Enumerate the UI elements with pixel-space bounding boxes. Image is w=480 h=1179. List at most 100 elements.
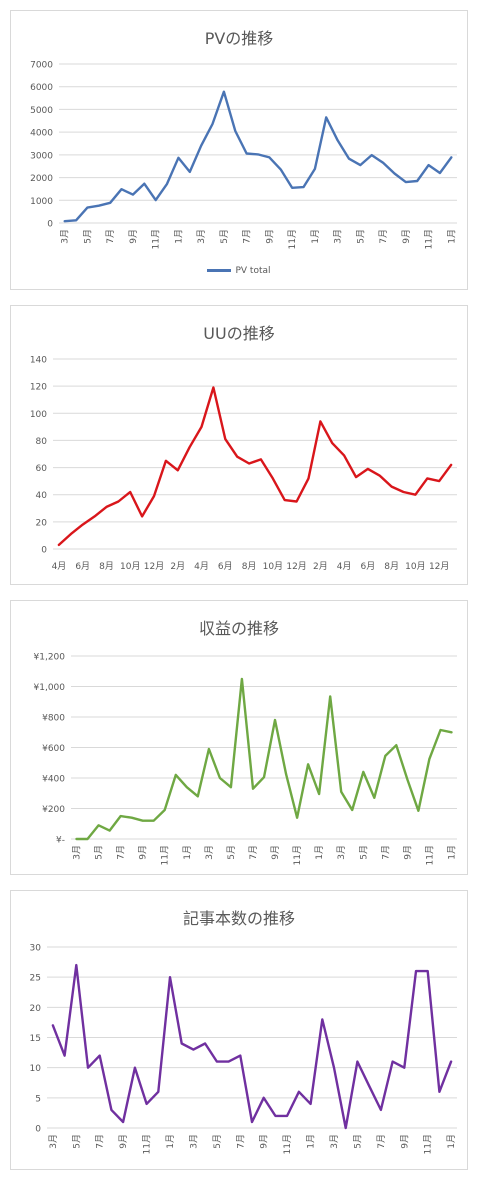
chart-title: PVの推移 <box>204 29 274 48</box>
x-tick-label: 7月 <box>95 1134 106 1149</box>
x-tick-label: 9月 <box>259 1134 270 1149</box>
x-tick-label: 11月 <box>292 845 303 865</box>
x-tick-label: 7月 <box>235 1134 246 1149</box>
series-line <box>63 90 453 223</box>
x-tick-label: 4月 <box>194 561 209 572</box>
x-tick-label: 9月 <box>264 229 275 244</box>
x-tick-label: 9月 <box>270 845 281 860</box>
x-tick-label: 11月 <box>142 1134 153 1154</box>
x-tick-label: 5月 <box>355 229 366 244</box>
y-tick-label: 20 <box>30 1004 42 1014</box>
y-tick-label: 140 <box>30 356 47 366</box>
x-tick-label: 7月 <box>380 845 391 860</box>
x-tick-label: 8月 <box>99 561 114 572</box>
x-tick-label: 1月 <box>310 229 321 244</box>
x-tick-label: 9月 <box>118 1134 129 1149</box>
chart-title: 収益の推移 <box>198 619 279 638</box>
y-tick-label: 30 <box>30 944 42 954</box>
x-tick-label: 1月 <box>446 229 457 244</box>
x-tick-label: 7月 <box>242 229 253 244</box>
x-tick-label: 9月 <box>402 845 413 860</box>
y-tick-label: ¥1,200 <box>34 653 66 663</box>
x-tick-label: 1月 <box>173 229 184 244</box>
x-tick-label: 3月 <box>72 845 83 860</box>
x-tick-label: 10月 <box>263 561 283 572</box>
x-tick-label: 11月 <box>287 229 298 249</box>
x-tick-label: 1月 <box>165 1134 176 1149</box>
y-tick-label: 4000 <box>30 129 53 139</box>
y-tick-label: 1000 <box>30 197 53 207</box>
x-tick-label: 5月 <box>219 229 230 244</box>
x-tick-label: 5月 <box>358 845 369 860</box>
y-tick-label: 0 <box>35 1125 41 1135</box>
pv-chart-panel: PVの推移 0 1000 2000 3000 4000 5000 6000 7000 3月 5月 7… <box>10 10 468 290</box>
y-tick-label: ¥200 <box>42 805 65 815</box>
y-tick-label: 120 <box>30 383 47 393</box>
y-tick-label: 80 <box>36 437 48 447</box>
x-tick-label: 7月 <box>248 845 259 860</box>
articles-chart-panel: 記事本数の推移 0 5 10 15 20 25 30 3月 5月 7月 9月 11月 1月 3月 5月 7月 9… <box>10 890 468 1170</box>
x-tick-label: 9月 <box>128 229 139 244</box>
y-tick-label: ¥- <box>56 836 65 846</box>
y-tick-label: 3000 <box>30 151 53 161</box>
x-tick-label: 10月 <box>405 561 425 572</box>
x-tick-label: 1月 <box>446 845 457 860</box>
x-tick-label: 3月 <box>329 1134 340 1149</box>
pv-chart: 0 1000 2000 3000 4000 5000 6000 7000 3月 5月 7月 9月 11月… <box>30 61 457 250</box>
x-tick-label: 9月 <box>401 229 412 244</box>
x-tick-label: 3月 <box>188 1134 199 1149</box>
x-tick-label: 3月 <box>196 229 207 244</box>
x-tick-label: 7月 <box>116 845 127 860</box>
x-tick-label: 2月 <box>170 561 185 572</box>
y-tick-label: 7000 <box>30 61 53 71</box>
x-tick-label: 7月 <box>105 229 116 244</box>
x-tick-label: 3月 <box>336 845 347 860</box>
x-tick-label: 2月 <box>313 561 328 572</box>
x-tick-label: 1月 <box>314 845 325 860</box>
y-tick-label: 5 <box>35 1094 41 1104</box>
legend-swatch <box>207 269 232 272</box>
y-tick-label: ¥800 <box>42 714 65 724</box>
y-tick-label: 6000 <box>30 83 53 93</box>
x-tick-label: 12月 <box>286 561 306 572</box>
x-tick-label: 8月 <box>242 561 257 572</box>
series-line <box>75 677 453 841</box>
chart-title: 記事本数の推移 <box>182 909 295 928</box>
x-tick-label: 11月 <box>160 845 171 865</box>
y-tick-label: 0 <box>47 220 53 230</box>
y-tick-label: 5000 <box>30 106 53 116</box>
x-tick-label: 5月 <box>82 229 93 244</box>
x-tick-label: 9月 <box>399 1134 410 1149</box>
x-tick-label: 3月 <box>60 229 71 244</box>
x-tick-label: 7月 <box>376 1134 387 1149</box>
x-tick-label: 11月 <box>151 229 162 249</box>
x-tick-label: 9月 <box>138 845 149 860</box>
y-tick-label: 60 <box>36 464 48 474</box>
x-tick-label: 3月 <box>204 845 215 860</box>
uu-chart-panel: UUの推移 0 20 40 60 80 100 120 140 4月 6月 8月 10月 12月 2月 4月… <box>10 305 468 585</box>
x-tick-label: 5月 <box>94 845 105 860</box>
y-tick-label: ¥600 <box>42 744 65 754</box>
x-tick-label: 1月 <box>182 845 193 860</box>
chart-legend: PV total <box>11 266 467 276</box>
x-tick-label: 10月 <box>120 561 140 572</box>
x-tick-label: 6月 <box>218 561 233 572</box>
x-tick-label: 6月 <box>75 561 90 572</box>
articles-chart: 0 5 10 15 20 25 30 3月 5月 7月 9月 11月 1月 3月 5月 7月 9月 11月 1月 3月… <box>30 944 458 1155</box>
y-tick-label: 10 <box>30 1064 42 1074</box>
y-tick-label: 40 <box>36 491 48 501</box>
x-tick-label: 6月 <box>361 561 376 572</box>
y-tick-label: 0 <box>41 546 47 556</box>
revenue-chart-panel: 収益の推移 ¥- ¥200 ¥400 ¥600 ¥800 ¥1,000 ¥1,200 3月 5月… <box>10 600 468 875</box>
revenue-chart: ¥- ¥200 ¥400 ¥600 ¥800 ¥1,000 ¥1,200 3月 5月 7月 9月 11… <box>34 653 458 866</box>
x-tick-label: 5月 <box>226 845 237 860</box>
x-tick-label: 11月 <box>423 1134 434 1154</box>
x-tick-label: 11月 <box>424 845 435 865</box>
x-tick-label: 7月 <box>378 229 389 244</box>
y-tick-label: ¥400 <box>42 775 65 785</box>
x-tick-label: 8月 <box>384 561 399 572</box>
x-tick-label: 11月 <box>282 1134 293 1154</box>
x-tick-label: 3月 <box>333 229 344 244</box>
series-line <box>51 963 453 1130</box>
